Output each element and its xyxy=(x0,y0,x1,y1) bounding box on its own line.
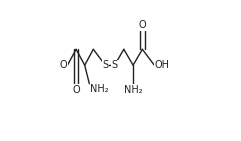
Text: O: O xyxy=(72,85,80,95)
Text: O: O xyxy=(59,60,67,70)
Text: NH₂: NH₂ xyxy=(90,84,109,94)
Text: OH: OH xyxy=(155,60,170,70)
Text: S: S xyxy=(102,60,108,70)
Text: S: S xyxy=(112,60,118,70)
Text: NH₂: NH₂ xyxy=(124,85,142,95)
Text: O: O xyxy=(139,20,146,30)
